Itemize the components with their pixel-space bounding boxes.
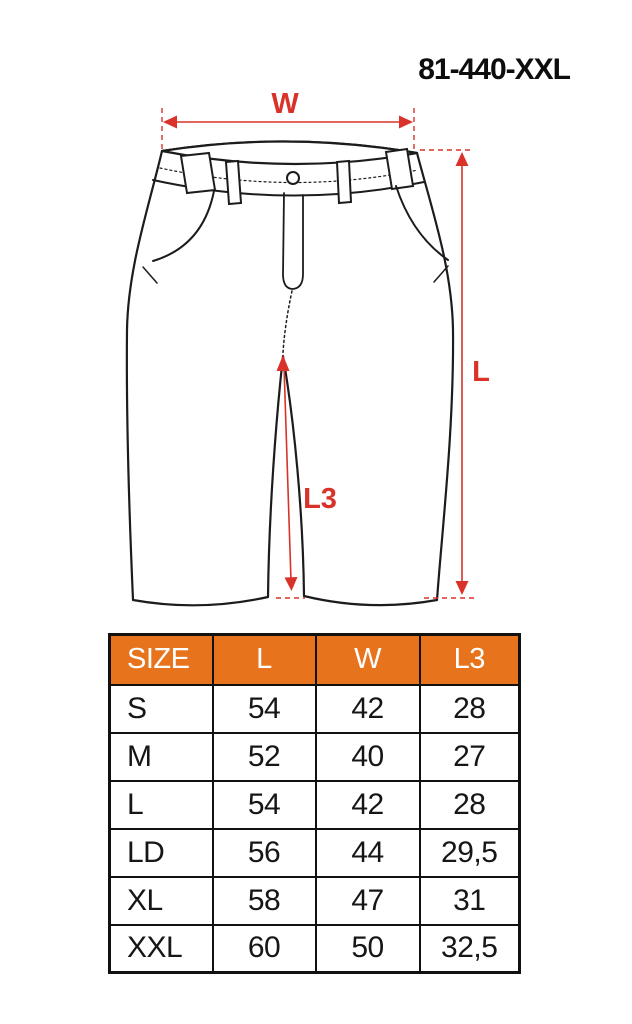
length-dimension-label: L <box>472 356 490 388</box>
l3-value: 28 <box>418 779 521 830</box>
l3-value: 32,5 <box>418 923 521 974</box>
table-row: LD 56 44 29,5 <box>108 827 521 878</box>
table-row: L 54 42 28 <box>108 779 521 830</box>
l-value: 60 <box>211 923 317 974</box>
shorts-measurement-diagram: W L L3 <box>125 88 490 607</box>
shorts-details <box>142 147 449 354</box>
l3-value: 27 <box>418 731 521 782</box>
l-value: 58 <box>211 875 317 926</box>
left-pocket <box>152 190 215 262</box>
w-value: 50 <box>314 923 421 974</box>
l-value: 52 <box>211 731 317 782</box>
header-w: W <box>314 633 421 686</box>
size-table: SIZE L W L3 S 54 42 28 M 52 40 27 L 54 <box>108 633 521 974</box>
inseam-arrow <box>276 355 305 599</box>
waistband-opening <box>160 140 419 166</box>
header-l3: L3 <box>418 633 521 686</box>
w-value: 40 <box>314 731 421 782</box>
width-dimension-label: W <box>271 88 299 120</box>
l3-value: 28 <box>418 683 521 734</box>
inseam-dimension-label: L3 <box>303 483 337 515</box>
table-row: S 54 42 28 <box>108 683 521 734</box>
size-label: M <box>108 731 214 782</box>
w-value: 47 <box>314 875 421 926</box>
size-label: XXL <box>108 923 214 974</box>
header-l: L <box>211 633 317 686</box>
width-arrow <box>161 108 415 151</box>
dimension-lines <box>161 108 475 599</box>
table-row: XL 58 47 31 <box>108 875 521 926</box>
header-size: SIZE <box>108 633 214 686</box>
w-value: 42 <box>314 683 421 734</box>
table-row: M 52 40 27 <box>108 731 521 782</box>
l3-value: 31 <box>418 875 521 926</box>
size-label: LD <box>108 827 214 878</box>
right-pocket <box>395 185 449 261</box>
l-value: 54 <box>211 779 317 830</box>
shorts-outline <box>125 140 455 607</box>
fly-placket <box>282 192 304 290</box>
size-label: XL <box>108 875 214 926</box>
button <box>286 171 300 185</box>
size-label: S <box>108 683 214 734</box>
table-row: XXL 60 50 32,5 <box>108 923 521 974</box>
l-value: 54 <box>211 683 317 734</box>
l-value: 56 <box>211 827 317 878</box>
size-label: L <box>108 779 214 830</box>
l3-value: 29,5 <box>418 827 521 878</box>
w-value: 44 <box>314 827 421 878</box>
size-table-header-row: SIZE L W L3 <box>108 633 521 686</box>
length-arrow <box>420 149 475 599</box>
product-code: 81-440-XXL <box>418 53 571 86</box>
w-value: 42 <box>314 779 421 830</box>
